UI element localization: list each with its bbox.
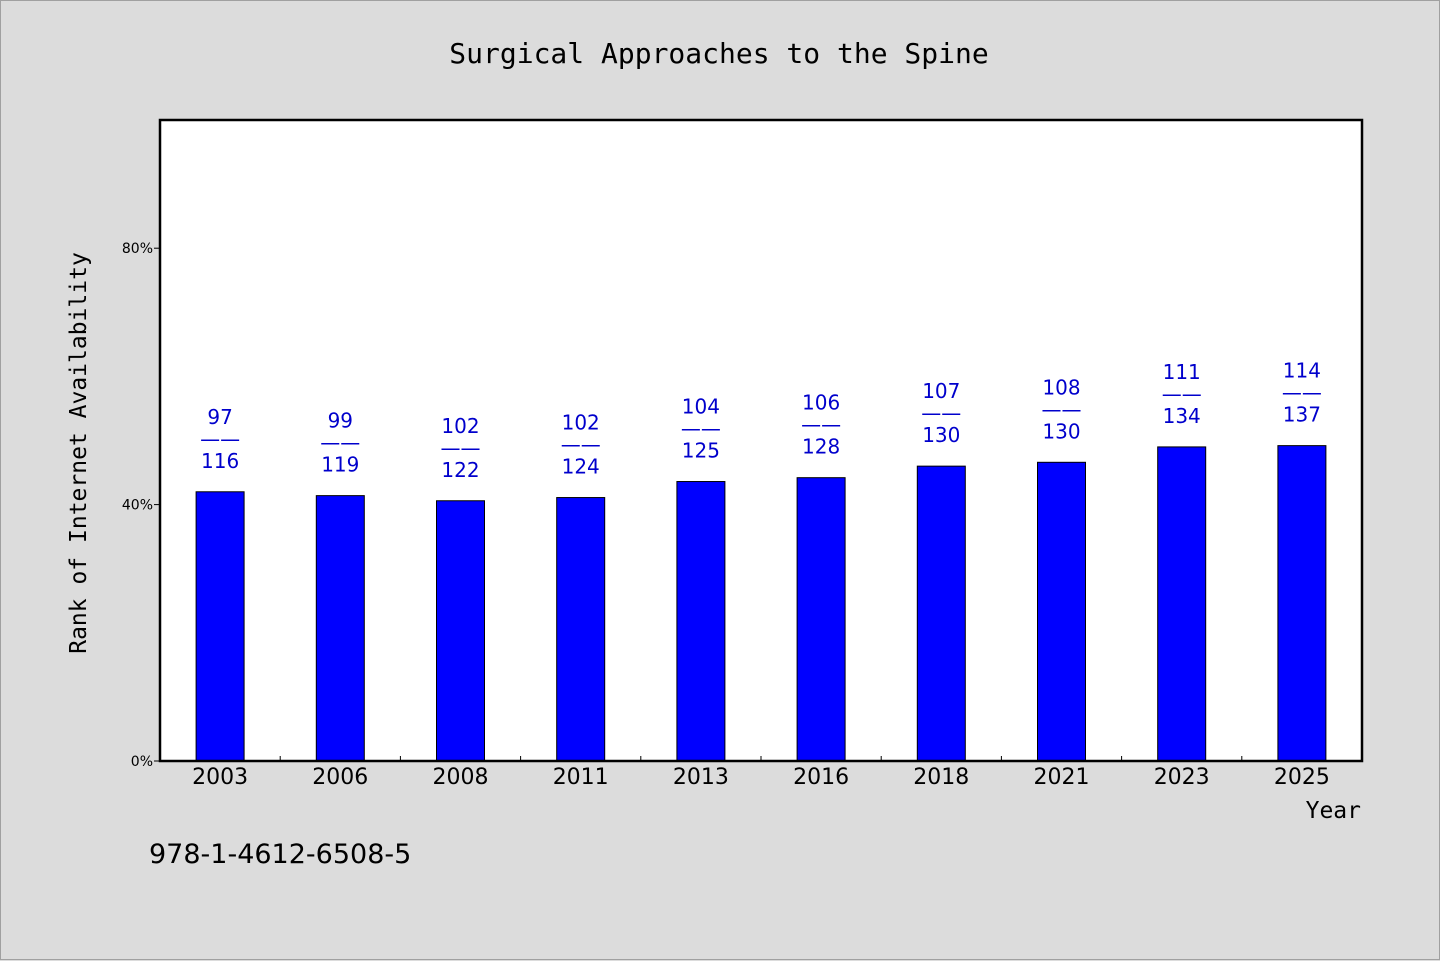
data-label-bottom-2011: 124 [562, 455, 600, 479]
x-tick-label-2023: 2023 [1154, 765, 1210, 790]
data-label-bottom-2003: 116 [201, 449, 239, 473]
data-label-top-2023: 111 [1163, 360, 1201, 384]
data-label-top-2003: 97 [207, 405, 232, 429]
data-label-top-2011: 102 [562, 411, 600, 435]
data-label-sep-2006: —— [320, 431, 360, 455]
data-label-top-2021: 108 [1042, 375, 1080, 399]
x-tick-label-2016: 2016 [793, 765, 849, 790]
data-label-bottom-2016: 128 [802, 435, 840, 459]
x-tick-label-2006: 2006 [312, 765, 368, 790]
data-label-bottom-2013: 125 [682, 439, 720, 463]
bars-group [195, 445, 1327, 762]
bar-2023 [1157, 446, 1207, 762]
bar-2003 [195, 491, 245, 762]
x-axis: 2003 2006 2008 2011 2013 2016 2018 2021 2023 2025 [192, 756, 1330, 790]
y-tick-label: 0% [131, 754, 153, 770]
data-label-sep-2008: —— [441, 436, 481, 460]
x-tick-label-2011: 2011 [553, 765, 609, 790]
x-tick-label-2013: 2013 [673, 765, 729, 790]
y-tick-label: 80% [122, 241, 153, 257]
data-label-sep-2016: —— [801, 413, 841, 437]
data-labels-group: 97——11699——119102——122102——124104——12510… [200, 359, 1322, 482]
y-axis: 0% 40% 80% [122, 241, 160, 770]
data-label-sep-2018: —— [921, 401, 961, 425]
data-label-top-2013: 104 [682, 395, 720, 419]
y-tick-label: 40% [122, 498, 153, 514]
bar-2006 [315, 495, 365, 762]
data-label-top-2006: 99 [328, 409, 353, 433]
x-tick-label-2021: 2021 [1034, 765, 1090, 790]
bar-2011 [556, 497, 606, 762]
plot-frame [158, 118, 1364, 763]
data-label-sep-2013: —— [681, 417, 721, 441]
data-label-top-2025: 114 [1283, 359, 1321, 383]
bar-2008 [436, 500, 485, 762]
data-label-bottom-2021: 130 [1042, 419, 1080, 443]
chart-title: Surgical Approaches to the Spine [449, 37, 988, 70]
data-label-sep-2025: —— [1282, 381, 1322, 405]
isbn-footnote: 978-1-4612-6508-5 [149, 839, 411, 870]
data-label-bottom-2006: 119 [321, 453, 359, 477]
data-label-top-2018: 107 [922, 379, 960, 403]
data-label-sep-2021: —— [1042, 397, 1082, 421]
bar-2021 [1037, 461, 1086, 762]
bar-2025 [1277, 445, 1327, 762]
data-label-bottom-2018: 130 [922, 423, 960, 447]
bar-2018 [916, 465, 966, 762]
y-axis-label: Rank of Internet Availability [66, 252, 92, 654]
data-label-sep-2011: —— [561, 433, 601, 457]
bar-2013 [676, 481, 726, 762]
x-axis-label: Year [1306, 798, 1361, 824]
data-label-bottom-2023: 134 [1163, 404, 1201, 428]
x-tick-label-2025: 2025 [1274, 765, 1330, 790]
data-label-bottom-2025: 137 [1283, 403, 1321, 427]
data-label-top-2008: 102 [441, 414, 479, 438]
data-label-sep-2003: —— [200, 427, 240, 451]
x-tick-label-2003: 2003 [192, 765, 248, 790]
x-tick-label-2008: 2008 [433, 765, 489, 790]
data-label-sep-2023: —— [1162, 382, 1202, 406]
bar-2016 [796, 477, 846, 762]
data-label-bottom-2008: 122 [441, 458, 479, 482]
data-label-top-2016: 106 [802, 391, 840, 415]
x-tick-label-2018: 2018 [913, 765, 969, 790]
